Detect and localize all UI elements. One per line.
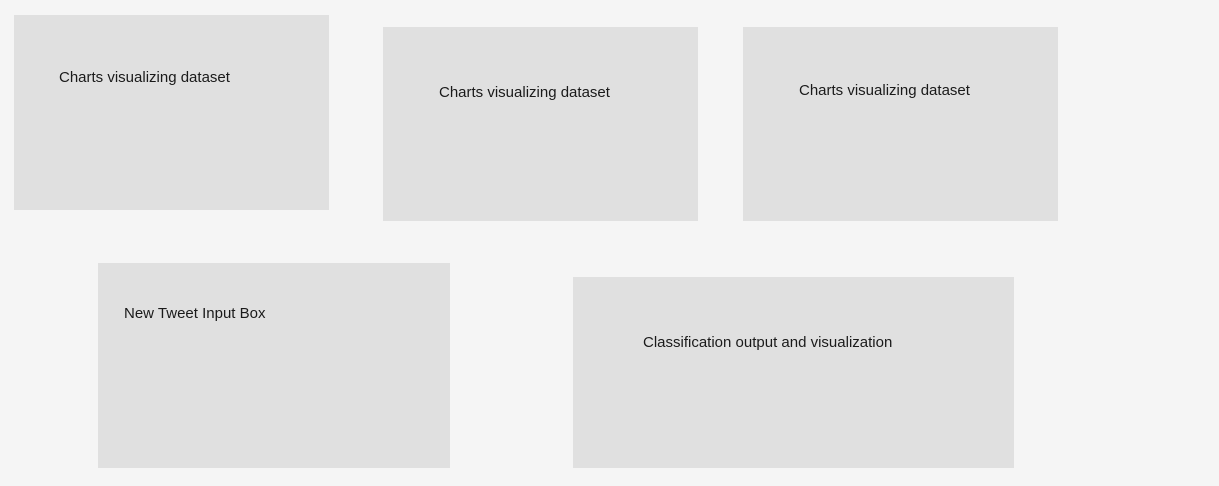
tweet-input-box-label: New Tweet Input Box bbox=[124, 305, 266, 322]
classification-output-panel-label: Classification output and visualization bbox=[643, 334, 893, 351]
tweet-input-box[interactable]: New Tweet Input Box bbox=[98, 263, 450, 468]
dataset-chart-panel-label: Charts visualizing dataset bbox=[439, 84, 610, 101]
dataset-chart-panel: Charts visualizing dataset bbox=[383, 27, 698, 221]
dataset-chart-panel-label: Charts visualizing dataset bbox=[799, 82, 970, 99]
dataset-chart-panel: Charts visualizing dataset bbox=[14, 15, 329, 210]
dataset-chart-panel-label: Charts visualizing dataset bbox=[59, 69, 230, 86]
classification-output-panel: Classification output and visualization bbox=[573, 277, 1014, 468]
dataset-chart-panel: Charts visualizing dataset bbox=[743, 27, 1058, 221]
